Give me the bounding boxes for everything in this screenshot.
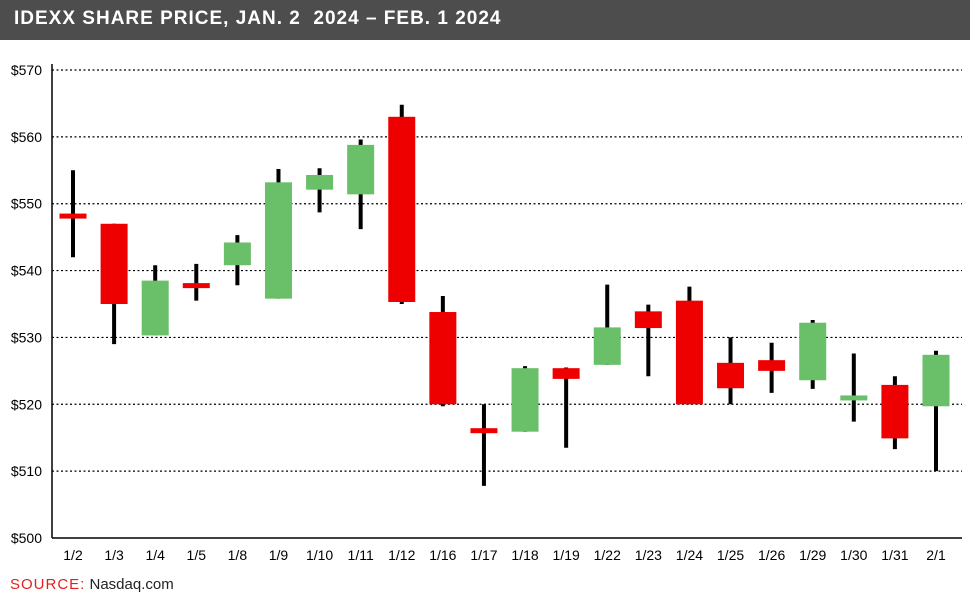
x-tick-label: 1/24 [676, 547, 703, 563]
x-tick-label: 1/3 [104, 547, 124, 563]
y-tick-label: $520 [11, 396, 42, 412]
candle-body-down [183, 283, 210, 288]
candle [923, 351, 950, 471]
chart-title-bar: IDEXX SHARE PRICE, JAN. 2 2024 – FEB. 1 … [0, 0, 970, 40]
candle-body-down [470, 428, 497, 433]
candle-body-down [60, 214, 87, 219]
candle-body-up [265, 182, 292, 298]
x-tick-label: 1/30 [840, 547, 867, 563]
x-tick-label: 1/9 [269, 547, 289, 563]
candlestick-chart: $500$510$520$530$540$550$560$570 1/2 1/3 1… [0, 40, 970, 570]
source-note: SOURCE: Nasdaq.com [10, 576, 174, 593]
y-tick-label: $570 [11, 62, 42, 78]
candle-body-up [799, 323, 826, 380]
candle [553, 368, 580, 448]
candle-body-up [142, 281, 169, 336]
candle [101, 224, 128, 344]
candle [799, 320, 826, 389]
x-tick-label: 1/16 [429, 547, 456, 563]
x-tick-label: 1/22 [594, 547, 621, 563]
candle-body-down [717, 363, 744, 388]
x-tick-label: 1/10 [306, 547, 333, 563]
candle-body-down [635, 311, 662, 328]
source-label: SOURCE: [10, 576, 85, 593]
candle [635, 305, 662, 377]
x-tick-label: 1/25 [717, 547, 744, 563]
y-tick-label: $500 [11, 530, 42, 546]
candle [60, 170, 87, 257]
x-tick-label: 1/26 [758, 547, 785, 563]
x-tick-label: 1/17 [470, 547, 497, 563]
x-tick-label: 1/31 [881, 547, 908, 563]
candle [347, 140, 374, 230]
x-tick-label: 1/11 [348, 547, 374, 563]
candle-body-down [758, 360, 785, 371]
candle [224, 235, 251, 285]
chart-title: IDEXX SHARE PRICE, JAN. 2 2024 – FEB. 1 … [14, 8, 501, 30]
axes [52, 64, 962, 538]
candle-body-down [881, 385, 908, 438]
candle-body-down [553, 368, 580, 379]
candle [512, 366, 539, 432]
x-tick-label: 2/1 [926, 547, 946, 563]
candle-body-up [224, 242, 251, 265]
source-text: Nasdaq.com [85, 576, 173, 593]
candle-body-down [101, 224, 128, 304]
candle-body-up [306, 175, 333, 190]
candle [142, 265, 169, 335]
y-tick-label: $530 [11, 329, 42, 345]
x-tick-label: 1/4 [145, 547, 165, 563]
candle-body-up [347, 145, 374, 194]
candle [265, 169, 292, 299]
x-tick-label: 1/12 [388, 547, 415, 563]
candle-body-up [923, 355, 950, 406]
y-tick-label: $560 [11, 129, 42, 145]
candles [60, 105, 950, 486]
x-tick-label: 1/2 [63, 547, 83, 563]
candle [717, 337, 744, 404]
candle [758, 343, 785, 393]
y-tick-label: $510 [11, 463, 42, 479]
candle-body-down [429, 312, 456, 404]
candle-body-down [676, 301, 703, 405]
candle [183, 264, 210, 301]
x-tick-label: 1/29 [799, 547, 826, 563]
y-tick-label: $550 [11, 196, 42, 212]
x-tick-label: 1/23 [635, 547, 662, 563]
gridlines [52, 70, 962, 471]
x-axis-tick-labels: 1/2 1/3 1/4 1/5 1/8 1/9 1/10 1/11 1/12 1/16 1/17 1/… [63, 547, 946, 563]
candle-body-up [594, 327, 621, 364]
x-tick-label: 1/5 [187, 547, 207, 563]
candle-body-up [512, 368, 539, 432]
candle-body-up [840, 395, 867, 400]
candle [470, 404, 497, 486]
y-axis-tick-labels: $500 $510 $520 $530 $540 $550 $560 $570 [11, 62, 42, 546]
x-tick-label: 1/8 [228, 547, 248, 563]
candle-body-down [388, 117, 415, 302]
x-tick-label: 1/18 [511, 547, 538, 563]
candle [306, 168, 333, 212]
candle [429, 296, 456, 406]
y-tick-label: $540 [11, 263, 42, 279]
candle [840, 353, 867, 421]
candle [676, 287, 703, 405]
candle [594, 285, 621, 365]
candle [388, 105, 415, 304]
x-tick-label: 1/19 [553, 547, 580, 563]
candle [881, 376, 908, 449]
